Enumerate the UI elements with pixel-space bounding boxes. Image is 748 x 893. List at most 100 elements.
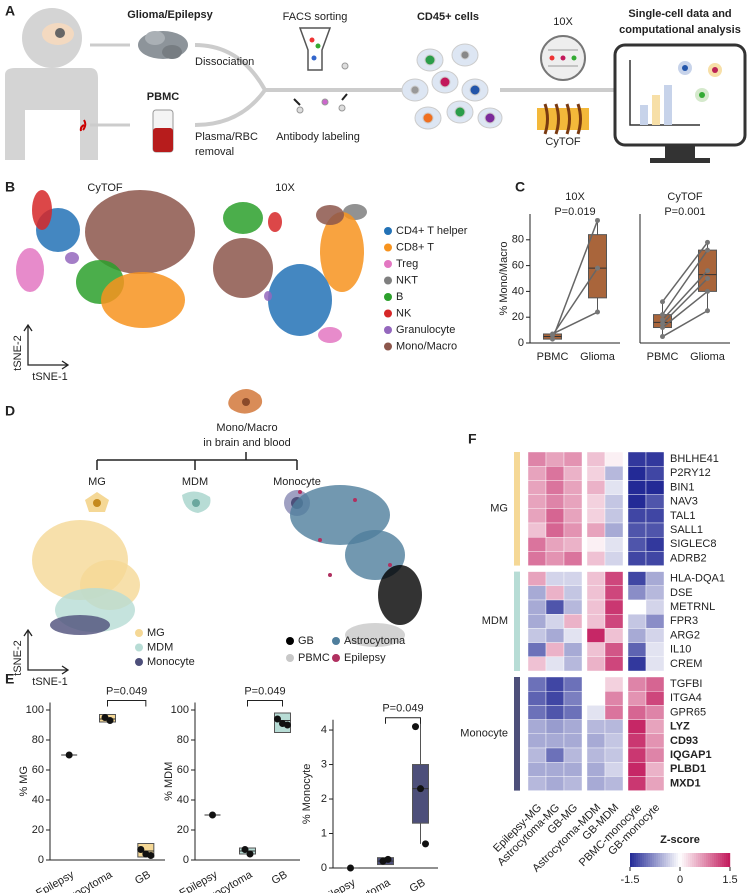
panel-label: D bbox=[5, 403, 15, 419]
heat-cell bbox=[527, 676, 547, 692]
colorbar-step bbox=[708, 853, 711, 867]
point bbox=[246, 850, 254, 858]
cluster bbox=[16, 248, 44, 292]
colorbar-step bbox=[722, 853, 725, 867]
label: CyTOF bbox=[667, 191, 703, 203]
heat-cell bbox=[586, 585, 606, 601]
group-label: Monocyte bbox=[460, 728, 508, 740]
heat-cell bbox=[604, 762, 624, 777]
cluster bbox=[213, 238, 273, 298]
heat-cell bbox=[563, 733, 583, 749]
cluster bbox=[268, 212, 282, 232]
heat-cell bbox=[545, 733, 565, 749]
heat-cell bbox=[604, 628, 624, 643]
point bbox=[660, 325, 665, 331]
legend-label: MDM bbox=[147, 641, 173, 653]
y-tick-label: 3 bbox=[321, 758, 327, 770]
heat-cell bbox=[527, 537, 547, 552]
gene-label: ADRB2 bbox=[670, 552, 707, 564]
gene-label: IL10 bbox=[670, 644, 691, 656]
heat-cell bbox=[604, 551, 624, 566]
heat-cell bbox=[645, 480, 665, 495]
legend-dot bbox=[286, 654, 294, 662]
legend-label: GB bbox=[298, 635, 314, 647]
legend-label: Granulocyte bbox=[396, 324, 455, 336]
heat-cell bbox=[527, 522, 547, 538]
colorbar-tick-label: -1.5 bbox=[621, 874, 640, 886]
heat-cell bbox=[645, 762, 665, 777]
heat-cell bbox=[627, 691, 647, 706]
heat-cell bbox=[604, 571, 624, 586]
axis-title: tSNE-2 bbox=[12, 640, 24, 675]
cluster-dot bbox=[328, 573, 332, 577]
point bbox=[147, 852, 155, 859]
heat-cell bbox=[563, 494, 583, 510]
point bbox=[660, 312, 665, 318]
heat-cell bbox=[604, 676, 624, 692]
colorbar-step bbox=[662, 853, 665, 867]
heat-cell bbox=[563, 537, 583, 552]
colorbar-step bbox=[696, 853, 699, 867]
colorbar-step bbox=[678, 853, 681, 867]
heat-cell bbox=[527, 705, 547, 720]
cluster bbox=[318, 327, 342, 343]
gene-label: ITGA4 bbox=[670, 692, 702, 704]
heat-cell bbox=[563, 508, 583, 524]
pair-line bbox=[661, 249, 709, 316]
colorbar-step bbox=[692, 853, 695, 867]
panel-label: A bbox=[5, 3, 15, 19]
pair-line bbox=[662, 290, 708, 329]
label: 10X bbox=[565, 191, 585, 203]
cluster bbox=[101, 272, 185, 328]
colorbar-step bbox=[672, 853, 675, 867]
heat-cell bbox=[604, 719, 624, 734]
heat-cell bbox=[645, 571, 665, 586]
legend-label: PBMC bbox=[298, 652, 330, 664]
heat-cell bbox=[527, 719, 547, 734]
heat-cell bbox=[586, 551, 606, 566]
heat-cell bbox=[527, 480, 547, 495]
gene-label: PLBD1 bbox=[670, 763, 706, 775]
heat-cell bbox=[604, 451, 624, 467]
heat-cell bbox=[604, 747, 624, 763]
pair-line bbox=[661, 270, 709, 321]
heat-cell bbox=[586, 571, 606, 586]
y-tick-label: 40 bbox=[512, 285, 524, 297]
label: MDM bbox=[182, 476, 208, 488]
heat-cell bbox=[645, 508, 665, 524]
heat-cell bbox=[563, 676, 583, 692]
gene-label: TAL1 bbox=[670, 510, 695, 522]
cluster bbox=[290, 485, 390, 545]
legend-label: Treg bbox=[396, 258, 418, 270]
colorbar-step bbox=[670, 853, 673, 867]
colorbar-step bbox=[682, 853, 685, 867]
point bbox=[705, 247, 710, 253]
axis-title: tSNE-1 bbox=[32, 371, 67, 383]
cluster-dot bbox=[388, 563, 392, 567]
label: MG bbox=[88, 476, 106, 488]
heat-cell bbox=[527, 466, 547, 481]
heat-cell bbox=[627, 571, 647, 586]
heat-cell bbox=[645, 719, 665, 734]
heat-cell bbox=[545, 494, 565, 510]
cluster bbox=[50, 615, 110, 635]
point bbox=[660, 317, 665, 323]
legend-label: MG bbox=[147, 627, 165, 639]
heat-cell bbox=[604, 691, 624, 706]
colorbar-step bbox=[640, 853, 643, 867]
gene-label: SIGLEC8 bbox=[670, 538, 716, 550]
heat-cell bbox=[604, 656, 624, 672]
colorbar-step bbox=[726, 853, 729, 867]
heat-cell bbox=[586, 656, 606, 672]
heat-cell bbox=[627, 585, 647, 601]
heat-cell bbox=[645, 691, 665, 706]
x-tick-label: Glioma bbox=[580, 351, 616, 363]
heat-cell bbox=[527, 551, 547, 566]
heat-cell bbox=[627, 656, 647, 672]
colorbar-step bbox=[642, 853, 645, 867]
heat-cell bbox=[586, 480, 606, 495]
cluster bbox=[65, 252, 79, 264]
legend-label: NK bbox=[396, 307, 412, 319]
legend-dot bbox=[384, 309, 392, 318]
